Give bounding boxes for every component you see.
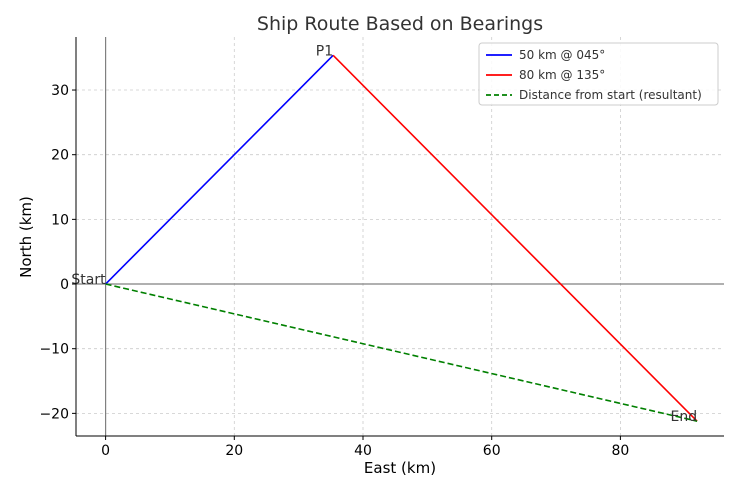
point-label-p1: P1	[316, 43, 333, 59]
legend-box	[478, 42, 719, 106]
y-tick-label: 0	[60, 277, 69, 293]
y-tick-label: −10	[39, 342, 69, 358]
grid-lines	[76, 37, 724, 436]
x-axis-title: East (km)	[364, 459, 436, 477]
x-tick-label: 20	[225, 443, 243, 459]
y-tick-label: 10	[51, 212, 69, 228]
series-lines	[105, 54, 698, 422]
x-tick-label: 80	[611, 443, 629, 459]
tick-labels: 0 20 40 60 80 −20 −10 0 10 20 30	[39, 83, 629, 459]
x-tick-label: 40	[354, 443, 372, 459]
series-line-2	[332, 54, 698, 422]
axes	[72, 37, 724, 440]
legend: 50 km @ 045° 80 km @ 135° Distance from st…	[478, 42, 719, 106]
legend-label-2: 80 km @ 135°	[519, 68, 605, 82]
chart-title: Ship Route Based on Bearings	[257, 13, 543, 35]
legend-label-3: Distance from start (resultant)	[519, 88, 702, 102]
y-tick-label: 20	[51, 148, 69, 164]
series-line-3	[105, 283, 698, 422]
legend-label-1: 50 km @ 045°	[519, 48, 605, 62]
y-tick-label: −20	[39, 406, 69, 422]
point-label-start: Start	[71, 272, 106, 288]
x-tick-label: 0	[101, 443, 110, 459]
point-annotations: Start P1 End	[71, 43, 697, 425]
reference-lines	[76, 37, 724, 436]
point-label-end: End	[670, 409, 697, 425]
series-line-1	[105, 54, 334, 285]
y-axis-title: North (km)	[17, 196, 35, 278]
y-tick-label: 30	[51, 83, 69, 99]
x-tick-label: 60	[483, 443, 501, 459]
